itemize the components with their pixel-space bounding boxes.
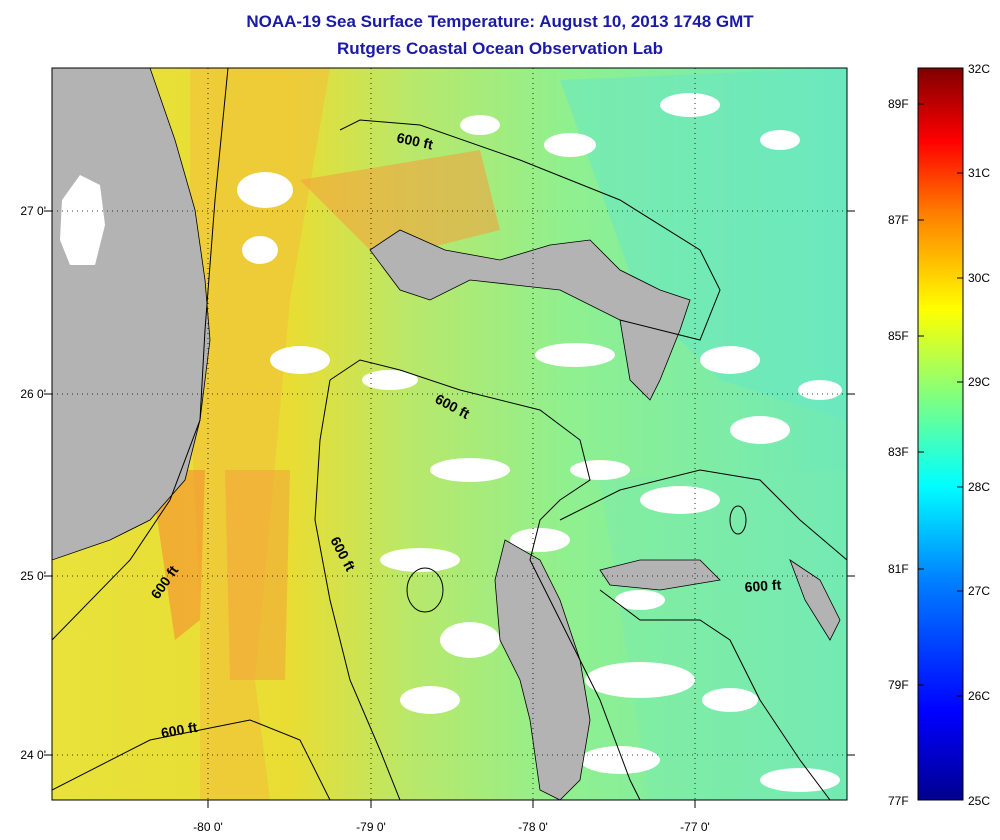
- colorbar-ticks: [918, 103, 963, 697]
- colorbar-label-26c: 26C: [968, 689, 991, 703]
- map-title: NOAA-19 Sea Surface Temperature: August …: [246, 12, 754, 31]
- colorbar-label-77f: 77F: [888, 794, 909, 808]
- grand-bahama-abaco-land: [369, 229, 691, 401]
- lon-label-77: -77 0': [680, 820, 710, 834]
- colorbar-label-30c: 30C: [968, 271, 991, 285]
- lon-label-80: -80 0': [193, 820, 223, 834]
- lon-label-78: -78 0': [518, 820, 548, 834]
- isobath-label-1: 600 ft: [395, 129, 434, 152]
- colorbar-label-81f: 81F: [888, 562, 909, 576]
- andros-island-land: [494, 539, 591, 800]
- lat-label-26: 26 0': [20, 387, 46, 401]
- new-providence-eleuthera-land: [599, 559, 721, 591]
- cool-patch-northeast: [560, 68, 847, 420]
- colorbar-label-31c: 31C: [968, 166, 991, 180]
- lat-label-24: 24 0': [20, 748, 46, 762]
- colorbar-label-27c: 27C: [968, 584, 991, 598]
- colorbar-label-79f: 79F: [888, 678, 909, 692]
- colorbar-label-28c: 28C: [968, 480, 991, 494]
- colorbar-label-85f: 85F: [888, 329, 909, 343]
- colorbar-label-25c: 25C: [968, 794, 991, 808]
- isobath-label-5: 600 ft: [160, 719, 199, 741]
- cool-patch-southeast: [600, 470, 847, 800]
- isobath-contours: [52, 68, 847, 800]
- cloud-over-florida: [60, 175, 105, 265]
- graticule: [52, 68, 847, 800]
- warm-patch-south: [225, 470, 290, 680]
- colorbar: [917, 67, 964, 801]
- gulf-stream-warm-band: [190, 68, 330, 800]
- lat-label-25: 25 0': [20, 569, 46, 583]
- lat-label-27: 27 0': [20, 204, 46, 218]
- warm-patch-little-bahama-bank: [300, 150, 500, 260]
- exuma-land: [789, 558, 841, 641]
- sst-field: [52, 68, 847, 800]
- warm-patch-florida-coast: [150, 470, 205, 640]
- colorbar-label-89f: 89F: [888, 97, 909, 111]
- colorbar-label-29c: 29C: [968, 375, 991, 389]
- lon-label-79: -79 0': [356, 820, 386, 834]
- colorbar-label-32c: 32C: [968, 62, 991, 76]
- colorbar-label-87f: 87F: [888, 213, 909, 227]
- isobath-label-6: 600 ft: [744, 576, 782, 595]
- frame-ticks: [44, 210, 855, 808]
- map-subtitle: Rutgers Coastal Ocean Observation Lab: [337, 39, 663, 58]
- map-frame: [51, 67, 848, 801]
- colorbar-label-83f: 83F: [888, 445, 909, 459]
